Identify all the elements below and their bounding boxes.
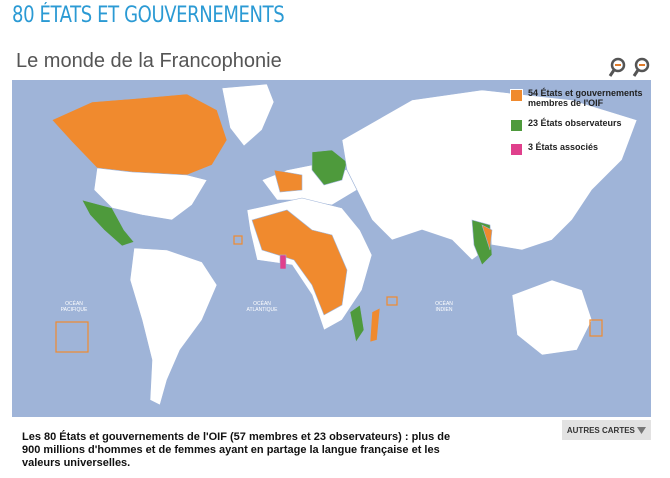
ocean-label-line: PACIFIQUE — [61, 307, 88, 313]
territory-box — [386, 296, 398, 306]
legend-item: 3 États associés — [510, 142, 645, 156]
ocean-label-line: OCÉAN — [435, 300, 453, 307]
ocean-label-line: INDIEN — [436, 307, 453, 313]
australia — [511, 279, 593, 356]
eastern-europe — [311, 149, 348, 186]
madagascar — [369, 307, 381, 343]
south-america — [129, 247, 218, 406]
land — [51, 83, 638, 406]
dropdown-arrow[interactable] — [637, 426, 647, 434]
territory-box — [233, 235, 243, 245]
legend-item: 54 États et gouvernements membres de l'O… — [510, 88, 645, 108]
map-title: Le monde de la Francophonie — [16, 50, 282, 72]
page-title: 80 ÉTATS ET GOUVERNEMENTS — [12, 3, 285, 28]
ocean-label-line: ATLANTIQUE — [246, 307, 278, 313]
greenland — [221, 83, 275, 147]
ocean-label: OCÉAN PACIFIQUE — [61, 300, 88, 313]
other-maps-button[interactable]: AUTRES CARTES — [562, 420, 651, 440]
territory-box — [55, 321, 89, 353]
canada — [51, 93, 228, 176]
zoom-out[interactable] — [632, 57, 650, 77]
indochina — [481, 224, 493, 251]
asia — [341, 89, 638, 261]
legend-swatch — [510, 143, 523, 156]
france — [273, 169, 303, 193]
usa — [93, 167, 208, 221]
legend-swatch — [510, 119, 523, 132]
territory-box — [589, 319, 603, 337]
ocean-label-line: OCÉAN — [253, 300, 271, 307]
legend-label: 3 États associés — [528, 142, 599, 152]
legend-label: 54 États et gouvernements membres de l'O… — [528, 88, 643, 108]
button-label[interactable]: AUTRES CARTES — [566, 425, 635, 435]
legend-label: 23 États observateurs — [528, 118, 622, 128]
caption: Les 80 États et gouvernements de l'OIF (… — [22, 431, 451, 469]
ocean-label: OCÉAN INDIEN — [435, 300, 453, 313]
legend-item: 23 États observateurs — [510, 118, 645, 132]
ocean-label-line: OCÉAN — [65, 300, 83, 307]
zoom-in[interactable] — [608, 57, 626, 77]
mexico — [81, 199, 135, 247]
legend: 54 États et gouvernements membres de l'O… — [510, 88, 645, 166]
legend-swatch — [510, 89, 523, 102]
associate-state — [279, 254, 287, 270]
mozambique — [349, 304, 365, 343]
zoom-controls[interactable] — [606, 54, 656, 80]
ocean-label: OCÉAN ATLANTIQUE — [246, 300, 278, 313]
world-map: OCÉAN PACIFIQUE OCÉAN ATLANTIQUE OCÉAN INDI… — [12, 80, 651, 417]
